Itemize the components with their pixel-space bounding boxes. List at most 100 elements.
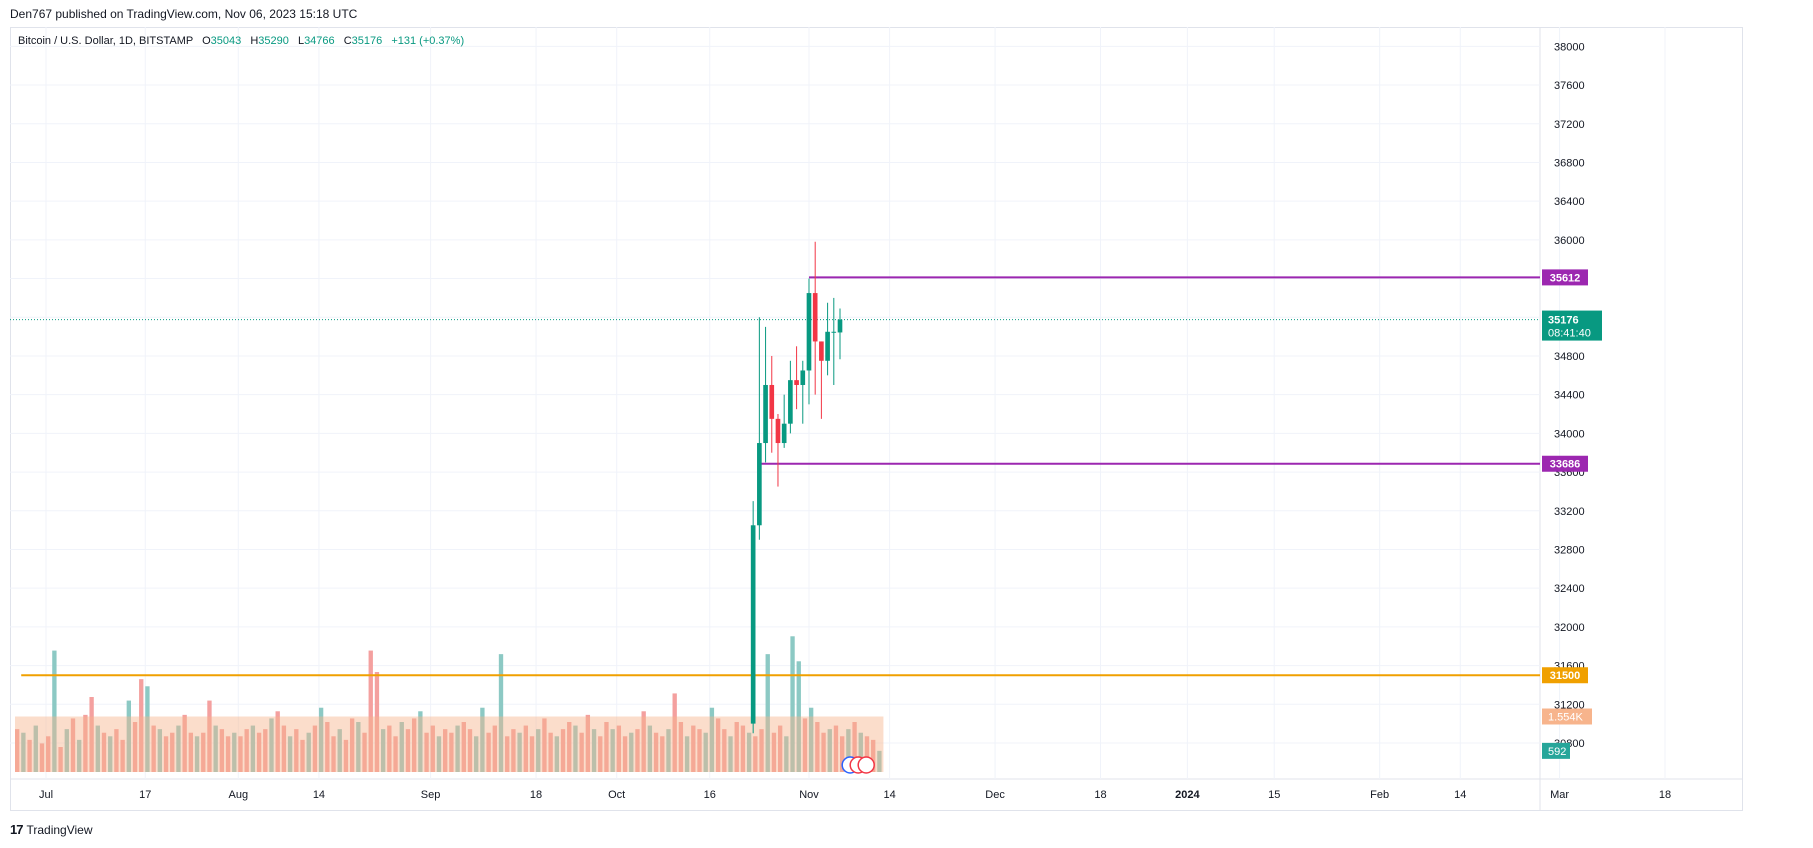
x-tick-label: Feb — [1370, 789, 1389, 801]
volume-bar — [598, 736, 603, 772]
level-price-tag — [1542, 455, 1588, 472]
volume-bar — [616, 725, 622, 772]
volume-bar — [840, 736, 845, 772]
x-tick-label: 17 — [139, 789, 151, 801]
volume-bar — [393, 736, 398, 772]
price-axis: 3800037600372003680036400360003560035200… — [1542, 41, 1602, 759]
event-flag-icon[interactable] — [857, 756, 875, 774]
level-price-tag — [1542, 667, 1588, 684]
volume-bar — [275, 711, 280, 772]
volume-bar — [225, 736, 231, 772]
x-tick-label: 15 — [1268, 789, 1280, 801]
volume-bar — [449, 732, 454, 772]
volume-ma-tag — [1542, 708, 1592, 725]
volume-bar — [684, 736, 690, 772]
chart-frame[interactable]: 3800037600372003680036400360003560035200… — [10, 27, 1743, 811]
volume-bar — [52, 650, 57, 772]
publisher-line: Den767 published on TradingView.com, Nov… — [10, 7, 358, 21]
last-price-tag — [1542, 310, 1602, 341]
volume-bar — [219, 729, 225, 772]
volume-bar — [833, 725, 839, 772]
volume-bar — [306, 732, 311, 772]
volume-bar — [21, 732, 26, 772]
open-value: 35043 — [210, 35, 242, 47]
x-tick-label: Aug — [229, 789, 249, 801]
volume-bar — [46, 736, 51, 772]
candle-body — [781, 423, 787, 444]
x-tick-label: Jul — [39, 789, 53, 801]
low-label: L — [297, 35, 305, 47]
x-tick-label: 14 — [313, 789, 325, 801]
grid-lines — [10, 27, 1743, 811]
level-price-label: 35612 — [1550, 272, 1581, 284]
volume-bar — [622, 736, 628, 772]
volume-bar — [424, 732, 429, 772]
volume-bar — [325, 722, 330, 772]
x-tick-label: Mar — [1550, 789, 1569, 801]
high-value: 35290 — [258, 35, 289, 47]
volume-bar — [318, 707, 324, 772]
horizontal-levels — [10, 276, 1540, 677]
volume-bar — [480, 707, 485, 772]
volume-bar — [101, 732, 107, 772]
volume-bar — [176, 725, 181, 772]
low-value: 34766 — [304, 35, 335, 47]
candle-body — [800, 370, 806, 385]
candles — [750, 241, 843, 734]
x-tick-label: 16 — [704, 789, 716, 801]
volume-bar — [585, 714, 591, 772]
volume-bar — [281, 725, 287, 772]
volume-bar — [170, 732, 175, 772]
candle-body — [831, 331, 837, 333]
candle-body — [812, 293, 818, 342]
volume-bar — [232, 732, 237, 772]
volume-bar — [505, 736, 510, 772]
y-tick-label: 38000 — [1554, 41, 1585, 53]
volume-bar — [641, 711, 646, 772]
volume-bar — [263, 729, 268, 772]
volume-bar — [15, 729, 20, 772]
volume-bar — [517, 732, 522, 772]
volume-bar — [387, 725, 392, 772]
volume-bar — [573, 725, 578, 772]
volume-bar — [362, 732, 367, 772]
high-label: H — [250, 35, 259, 47]
volume-bar — [536, 729, 541, 772]
candle-body — [825, 331, 830, 361]
volume-bar — [312, 725, 318, 772]
volume-bar — [529, 736, 535, 772]
volume-bar — [33, 725, 38, 772]
volume-bar — [461, 722, 466, 772]
price-chart[interactable]: 3800037600372003680036400360003560035200… — [10, 27, 1743, 811]
volume-bar — [591, 729, 597, 772]
close-label: C — [343, 35, 352, 47]
volume-ma-area — [15, 716, 884, 772]
volume-bar — [89, 697, 94, 772]
volume-last-tag — [1542, 742, 1570, 759]
volume-bar — [486, 732, 491, 772]
volume-bar — [213, 725, 218, 772]
volume-bar — [666, 729, 671, 772]
y-tick-label: 31200 — [1554, 699, 1585, 711]
tradingview-logo[interactable]: 17 TradingView — [10, 822, 93, 837]
volume-bar — [238, 736, 243, 772]
volume-bar — [250, 725, 256, 772]
volume-bar — [207, 700, 212, 772]
volume-bar — [691, 725, 696, 772]
volume-bar — [877, 750, 882, 772]
volume-bar — [411, 718, 417, 772]
volume-bar — [163, 736, 169, 772]
volume-bar — [368, 650, 373, 772]
candle-body — [837, 319, 843, 333]
x-tick-label: 18 — [1094, 789, 1106, 801]
volume-ma-area — [15, 716, 884, 772]
candle-body — [775, 418, 781, 444]
volume-bars — [15, 636, 882, 772]
volume-bar — [269, 718, 274, 772]
volume-bar — [815, 722, 820, 772]
volume-bar — [709, 707, 715, 772]
volume-bar — [511, 729, 516, 772]
volume-bar — [83, 714, 88, 772]
volume-bar — [753, 736, 758, 772]
volume-bar — [542, 718, 547, 772]
